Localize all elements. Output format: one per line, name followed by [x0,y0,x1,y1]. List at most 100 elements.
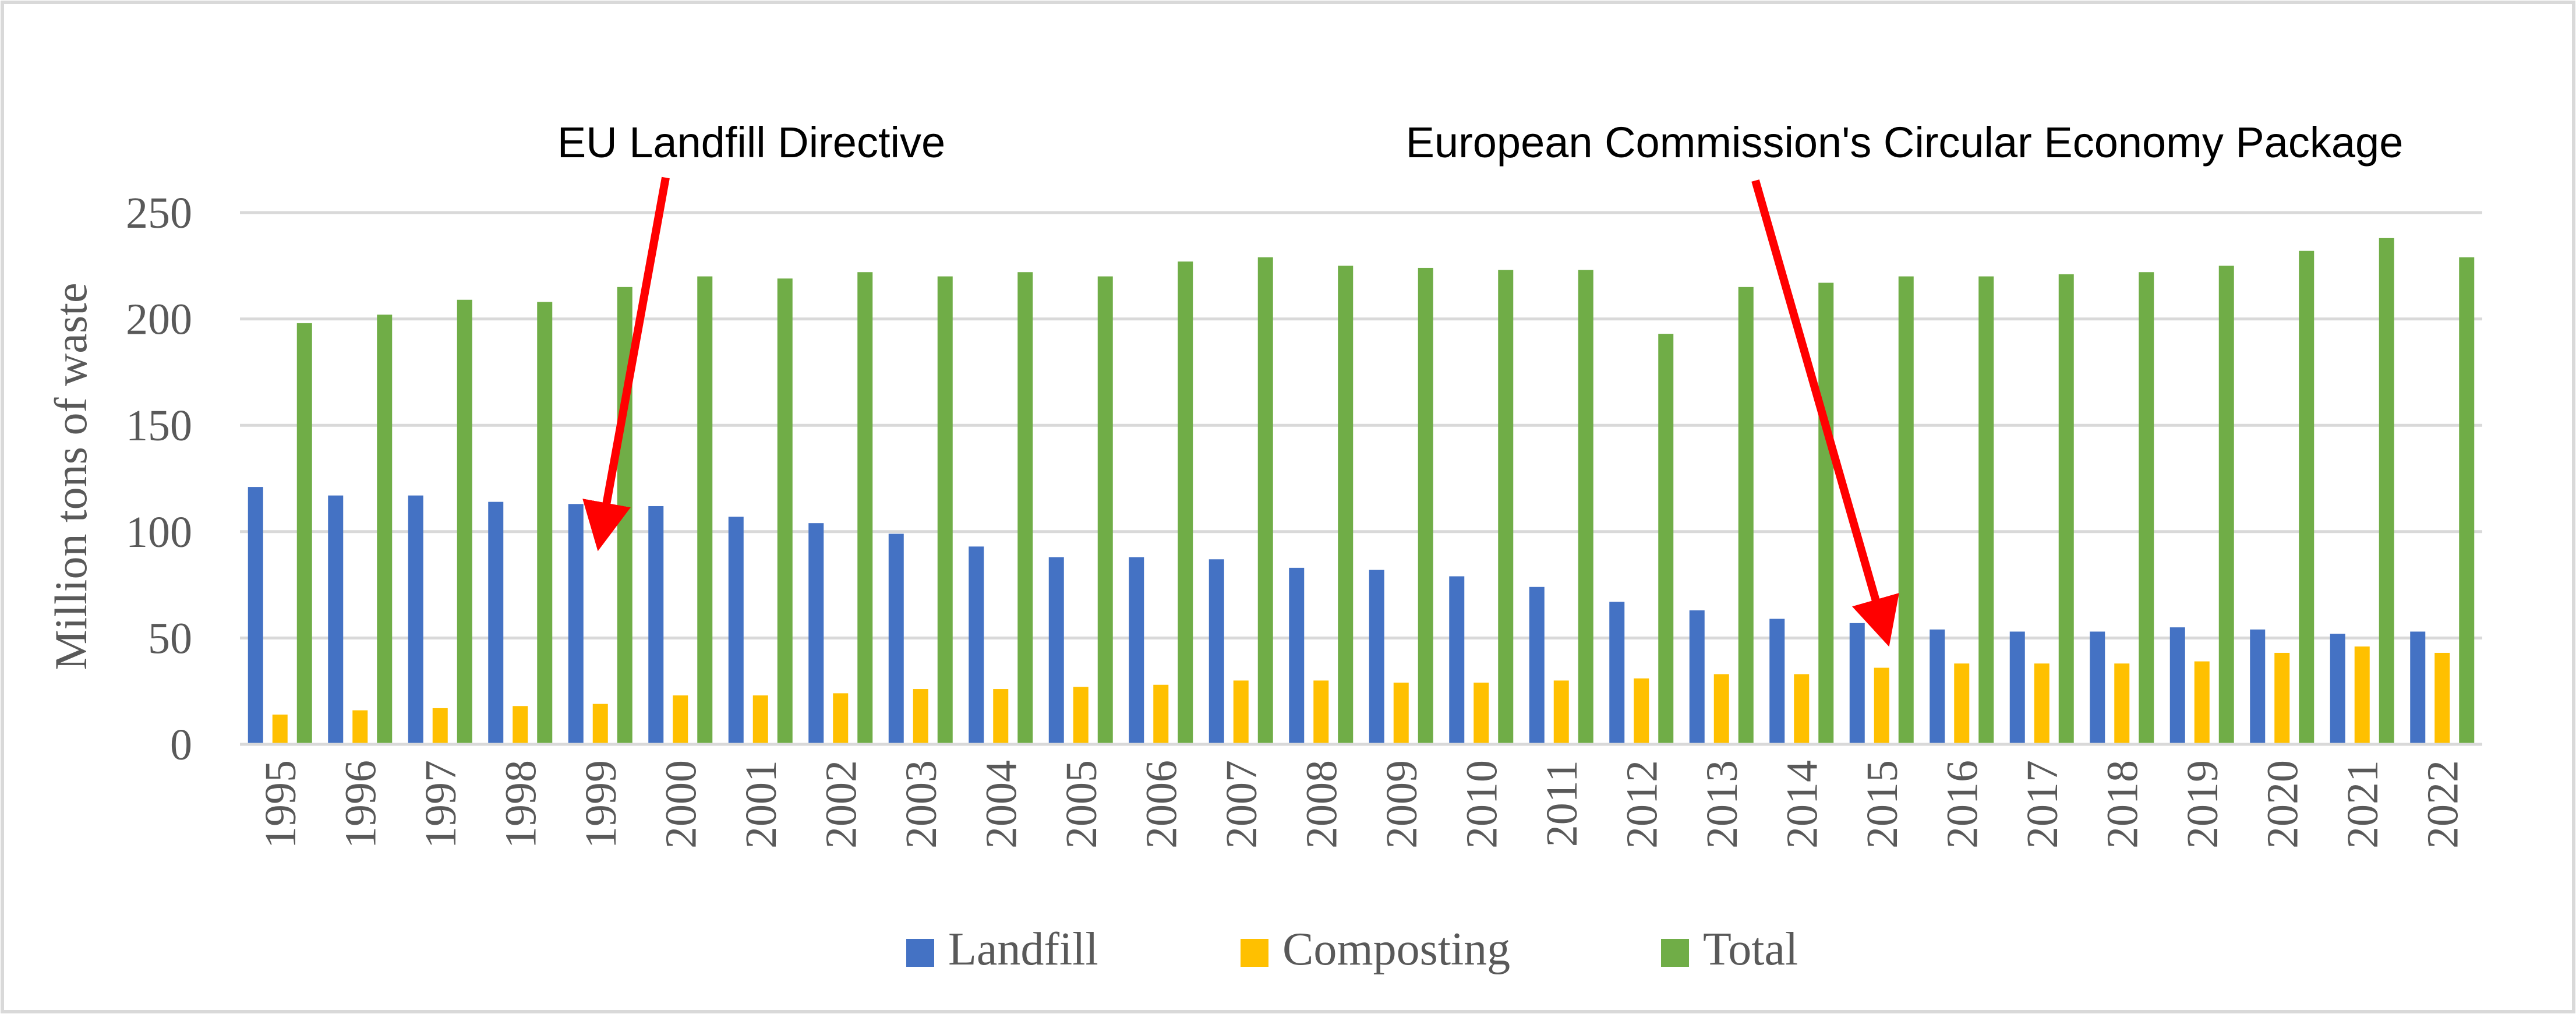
legend-label-total: Total [1703,924,1798,975]
bar-composting-2005 [1073,687,1089,744]
bar-landfill-2019 [2169,627,2185,744]
bar-composting-1995 [272,714,288,744]
x-tick-label: 2000 [656,760,705,849]
bar-total-2005 [1097,276,1113,744]
bar-landfill-2015 [1849,623,1865,744]
bar-total-2015 [1898,276,1914,744]
x-tick-label: 2017 [2018,760,2067,849]
bar-composting-2010 [1473,683,1489,744]
x-tick-label: 2006 [1137,760,1186,849]
bar-composting-2020 [2274,652,2290,744]
x-tick-label: 2012 [1617,760,1666,849]
bar-total-2019 [2218,266,2234,744]
bar-landfill-1995 [248,487,263,744]
x-tick-label: 2013 [1698,760,1747,849]
bar-total-2017 [2058,274,2074,745]
bars [248,238,2475,745]
x-tick-label: 2003 [897,760,946,849]
x-tick-label: 2009 [1377,760,1426,849]
x-tick-label: 2018 [2098,760,2147,849]
y-tick-label: 200 [126,295,192,344]
bar-landfill-2003 [888,534,904,744]
bar-landfill-2010 [1449,576,1465,744]
bar-landfill-1997 [408,495,423,744]
annotation-text: EU Landfill Directive [557,118,945,167]
bar-total-2014 [1818,282,1834,744]
x-tick-label: 2022 [2418,760,2467,849]
legend-swatch-total [1661,939,1689,967]
legend-swatch-composting [1241,939,1268,967]
legend-label-landfill: Landfill [948,924,1098,975]
bar-total-2002 [857,272,873,745]
bar-total-2007 [1257,257,1273,744]
bar-composting-2015 [1874,667,1889,744]
x-tick-label: 2020 [2258,760,2307,849]
x-tick-label: 1995 [256,760,305,849]
bar-total-2010 [1498,270,1514,744]
bar-landfill-2020 [2250,629,2266,744]
bar-landfill-1999 [568,504,584,744]
bar-landfill-2012 [1609,602,1625,744]
bar-landfill-1996 [328,495,344,744]
bar-landfill-2022 [2410,631,2426,744]
bar-landfill-2014 [1769,619,1785,744]
bar-landfill-2011 [1529,587,1545,744]
bar-composting-1999 [592,704,608,744]
bar-total-2009 [1418,267,1433,744]
bar-composting-2014 [1794,674,1810,744]
bar-composting-1997 [432,708,448,744]
bar-total-1995 [296,323,312,744]
bar-composting-2011 [1553,680,1569,744]
bar-landfill-2009 [1369,570,1384,744]
x-tick-label: 2016 [1938,760,1987,849]
x-tick-label: 2001 [737,760,786,849]
bar-composting-2007 [1233,680,1249,744]
x-tick-label: 2021 [2338,760,2387,849]
legend-swatch-landfill [906,939,934,967]
bar-total-2018 [2139,272,2154,745]
bar-landfill-2017 [2009,631,2025,744]
bar-total-2022 [2459,257,2475,744]
bar-landfill-2021 [2330,634,2345,744]
x-tick-label: 1998 [496,760,545,849]
bar-composting-2013 [1713,674,1729,744]
bar-composting-2002 [833,693,849,744]
bar-landfill-2001 [728,517,744,744]
annotation-arrow [582,176,670,552]
bar-total-2021 [2379,238,2394,745]
bar-landfill-2000 [648,506,664,744]
y-tick-label: 250 [126,189,192,238]
bar-composting-2012 [1634,678,1649,744]
bar-total-2001 [777,278,793,744]
x-tick-label: 2011 [1538,760,1586,847]
bar-composting-1998 [513,706,528,744]
annotations: EU Landfill Directive European Commission… [557,118,2403,647]
bar-landfill-2002 [808,523,824,744]
bar-composting-2000 [673,695,688,744]
bar-composting-2017 [2034,663,2050,744]
bar-total-1996 [377,315,393,744]
bar-composting-2019 [2194,661,2210,744]
x-tick-label: 2005 [1057,760,1106,849]
bar-total-2013 [1738,287,1754,744]
bar-total-2003 [937,276,953,744]
bar-total-2016 [1978,276,1994,744]
bar-total-1997 [457,299,472,744]
y-tick-label: 150 [126,401,192,450]
annotation-arrow [1751,179,1899,647]
bar-composting-2003 [913,689,928,744]
y-tick-label: 0 [170,720,192,769]
x-tick-label: 2004 [977,760,1026,849]
x-tick-label: 2010 [1457,760,1506,849]
bar-composting-2016 [1954,663,1970,744]
axes: 0 50 100 150 200 250 1995 1996 1997 1998 1999 2000 2… [126,189,2482,849]
bar-landfill-2007 [1209,559,1224,744]
bar-total-2011 [1578,270,1593,744]
bar-landfill-2005 [1048,557,1064,744]
x-tick-label: 2008 [1297,760,1346,849]
bar-total-2012 [1658,334,1674,744]
bar-composting-2008 [1313,680,1329,744]
bar-landfill-1998 [488,501,504,744]
y-tick-label: 100 [126,508,192,557]
